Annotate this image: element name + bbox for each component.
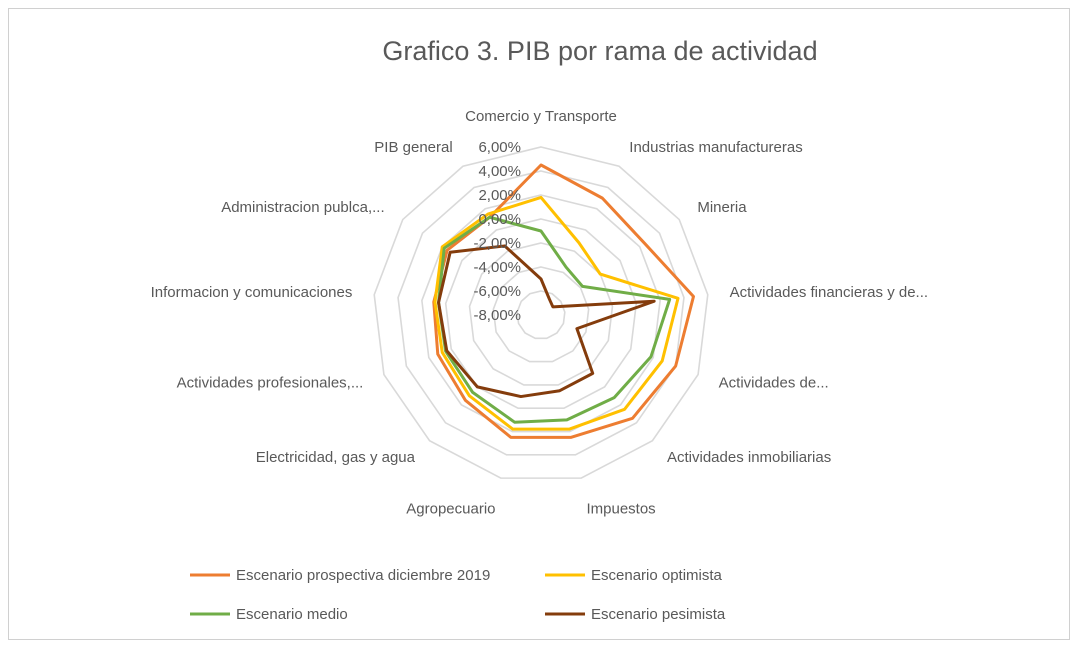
category-label: Electricidad, gas y agua [256, 449, 416, 466]
legend-label: Escenario optimista [591, 567, 723, 584]
grid-ring [468, 242, 614, 386]
category-label: Industrias manufactureras [629, 139, 802, 156]
tick-label: 4,00% [478, 163, 521, 180]
category-label: Mineria [697, 199, 747, 216]
tick-label: 0,00% [478, 211, 521, 228]
category-label: Actividades inmobiliarias [667, 449, 831, 466]
category-label: Informacion y comunicaciones [151, 284, 353, 301]
category-label: Actividades de... [719, 374, 829, 391]
tick-label: -2,00% [473, 235, 521, 252]
category-label: Comercio y Transporte [465, 108, 617, 125]
category-labels: Comercio y Transporte Industrias manufact… [151, 108, 928, 517]
grid-ring [516, 290, 566, 340]
category-label: PIB general [374, 139, 452, 156]
tick-label: -6,00% [473, 283, 521, 300]
category-label: Actividades financieras y de... [730, 284, 928, 301]
grid-ring [373, 146, 709, 479]
category-label: Agropecuario [406, 500, 495, 517]
series-line-2 [433, 195, 680, 431]
series-line-3 [437, 215, 672, 424]
legend-label: Escenario pesimista [591, 606, 726, 623]
grid-ring [421, 194, 661, 433]
category-label: Impuestos [586, 500, 655, 517]
radar-series [432, 163, 695, 439]
tick-label: 2,00% [478, 187, 521, 204]
chart-frame [8, 8, 1070, 640]
tick-label: -4,00% [473, 259, 521, 276]
grid-ring [444, 218, 638, 410]
legend-label: Escenario prospectiva diciembre 2019 [236, 567, 490, 584]
series-line-4 [437, 244, 656, 399]
grid-ring [397, 170, 685, 456]
radar-grid [373, 146, 709, 479]
tick-label: 6,00% [478, 139, 521, 156]
chart-title: Grafico 3. PIB por rama de actividad [382, 36, 817, 66]
grid-ring [492, 266, 590, 363]
legend-label: Escenario medio [236, 606, 348, 623]
tick-label: -8,00% [473, 307, 521, 324]
category-label: Actividades profesionales,... [177, 374, 364, 391]
category-label: Administracion publca,... [221, 199, 384, 216]
radial-tick-labels: 6,00% 4,00% 2,00% 0,00% -2,00% -4,00% -6,00% -8… [473, 139, 521, 324]
series-line-1 [432, 163, 695, 439]
legend: Escenario prospectiva diciembre 2019 Esce… [190, 567, 726, 623]
